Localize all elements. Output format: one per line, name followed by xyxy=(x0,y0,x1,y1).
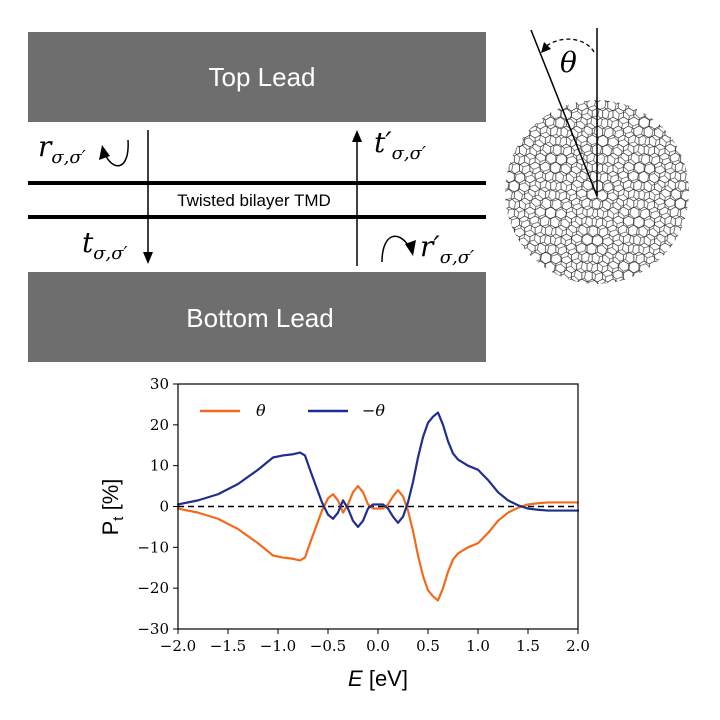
y-tick-label: −30 xyxy=(137,620,169,638)
x-tick-label: −0.5 xyxy=(310,637,346,655)
y-axis-label-unit: [%] xyxy=(98,479,123,517)
reflection-hook-head xyxy=(99,145,110,160)
top-lead-label: Top Lead xyxy=(209,62,316,92)
angle-line-tilted xyxy=(530,29,598,197)
chart-legend: θ −θ xyxy=(200,401,385,420)
y-tick-label: −10 xyxy=(137,538,169,556)
t-prime-label-main: t′ xyxy=(374,126,392,159)
y-tick-label: 30 xyxy=(150,375,169,393)
theta-label: θ xyxy=(560,46,577,79)
y-tick-label: −20 xyxy=(137,579,169,597)
x-tick-label: 0.0 xyxy=(366,637,390,655)
y-axis-label-sub: t xyxy=(110,516,127,521)
x-axis-label-unit: [eV] xyxy=(363,666,408,691)
t-label-sub: σ,σ′ xyxy=(93,243,127,264)
r-label-main: r xyxy=(38,130,53,163)
x-tick-label: −1.5 xyxy=(210,637,246,655)
x-tick-label: −1.0 xyxy=(260,637,296,655)
series-line-1 xyxy=(176,411,580,529)
x-axis-label: E [eV] xyxy=(348,666,408,691)
r-prime-label: r′σ,σ′ xyxy=(420,230,474,268)
chart-series-layer xyxy=(176,411,580,602)
bilayer-label: Twisted bilayer TMD xyxy=(177,191,331,210)
t-prime-label-sub: σ,σ′ xyxy=(392,143,426,164)
twisted-lattice: θ xyxy=(505,28,689,284)
r-label-sub: σ,σ′ xyxy=(51,147,85,168)
incident-arrow-head xyxy=(143,252,153,264)
reflection-prime-hook-head xyxy=(405,240,416,256)
junction-schematic: Top Lead Bottom Lead Twisted bilayer TMD… xyxy=(28,32,486,362)
y-tick-label: 20 xyxy=(150,416,169,434)
upward-arrow-head xyxy=(352,130,362,142)
x-tick-label: 2.0 xyxy=(566,637,590,655)
r-prime-label-sub: σ,σ′ xyxy=(440,247,474,268)
x-axis-label-main: E xyxy=(348,666,363,691)
legend-label-neg-theta: −θ xyxy=(362,401,385,420)
x-ticks: −2.0 −1.5 −1.0 −0.5 0.0 0.5 1.0 1.5 2.0 xyxy=(160,629,590,655)
r-label: rσ,σ′ xyxy=(38,130,86,168)
bottom-lead-label: Bottom Lead xyxy=(186,303,333,333)
y-axis-label: Pt [%] xyxy=(98,479,127,536)
x-tick-label: −2.0 xyxy=(160,637,196,655)
angle-arc-arrow xyxy=(544,38,595,53)
t-label: tσ,σ′ xyxy=(82,226,128,264)
y-axis-label-main: P xyxy=(98,521,123,536)
y-tick-label: 10 xyxy=(150,457,169,475)
x-tick-label: 1.5 xyxy=(516,637,540,655)
top-lead xyxy=(28,32,486,122)
bottom-lead xyxy=(28,272,486,362)
x-tick-label: 0.5 xyxy=(416,637,440,655)
r-prime-label-main: r′ xyxy=(420,230,440,263)
y-tick-label: 0 xyxy=(159,498,169,516)
polarization-chart: −2.0 −1.5 −1.0 −0.5 0.0 0.5 1.0 1.5 2.0 −30 −20 −1… xyxy=(98,375,590,691)
reflection-prime-hook-arrow xyxy=(381,235,411,263)
y-ticks: −30 −20 −10 0 10 20 30 xyxy=(137,375,178,638)
series-line-0 xyxy=(176,484,580,602)
t-prime-label: t′σ,σ′ xyxy=(374,126,426,164)
legend-label-theta: θ xyxy=(256,401,266,420)
t-label-main: t xyxy=(82,226,94,259)
angle-arc-head xyxy=(541,42,551,53)
x-tick-label: 1.0 xyxy=(466,637,490,655)
